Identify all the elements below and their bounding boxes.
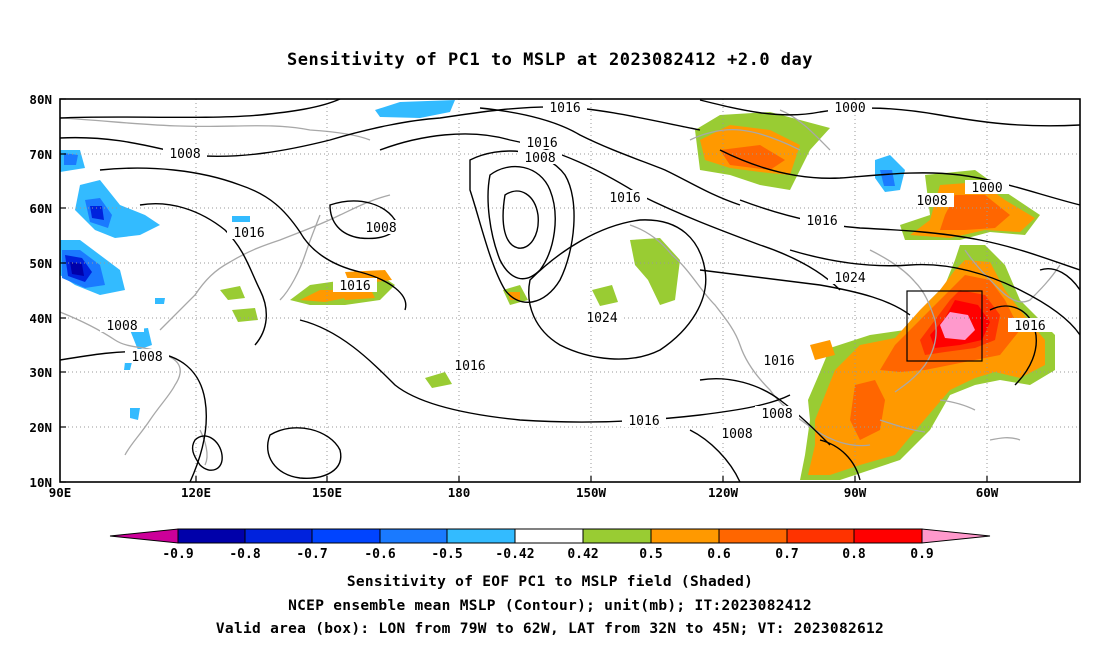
lon-label: 180 — [448, 485, 471, 500]
contour-label: 1024 — [834, 271, 865, 286]
colorbar-swatch — [853, 528, 923, 544]
colorbar-swatch — [582, 528, 652, 544]
contour-label: 1008 — [524, 151, 555, 166]
map-frame — [59, 98, 1081, 483]
colorbar-label: -0.6 — [364, 547, 395, 562]
colorbar-swatch — [650, 528, 720, 544]
contour-label: 1024 — [586, 311, 617, 326]
contour-label: 1000 — [971, 181, 1002, 196]
colorbar-label: 0.42 — [567, 547, 598, 562]
contour-label: 1000 — [834, 101, 865, 116]
lat-label: 30N — [29, 365, 52, 380]
lon-label: 90E — [49, 485, 72, 500]
colorbar-swatch — [109, 528, 179, 544]
contour-label: 1008 — [721, 427, 752, 442]
axis-ticks — [60, 98, 988, 483]
lat-label: 60N — [29, 201, 52, 216]
contour-label: 1008 — [365, 221, 396, 236]
colorbar-swatch — [446, 528, 516, 544]
lon-label: 150W — [576, 485, 607, 500]
contour-label: 1016 — [763, 354, 794, 369]
caption-shading: Sensitivity of EOF PC1 to MSLP field (Sh… — [346, 574, 754, 590]
contour-value-labels: 1016 1000 1016 1008 1008 1016 1008 1016 … — [100, 100, 1052, 442]
lon-label: 150E — [312, 485, 342, 500]
colorbar-swatch — [921, 528, 991, 544]
colorbar-label: -0.9 — [162, 547, 193, 562]
colorbar-label: -0.5 — [431, 547, 462, 562]
colorbar-swatch — [379, 528, 448, 544]
contour-label: 1008 — [916, 194, 947, 209]
contour-label: 1016 — [806, 214, 837, 229]
map-title: Sensitivity of PC1 to MSLP at 2023082412… — [286, 50, 813, 70]
lon-label: 120W — [708, 485, 739, 500]
colorbar-swatch — [311, 528, 381, 544]
colorbar-swatch — [177, 528, 246, 544]
colorbar-label: 0.9 — [910, 547, 933, 562]
colorbar-label: 0.8 — [842, 547, 866, 562]
sensitivity-shading — [60, 100, 1055, 480]
contour-label: 1016 — [526, 136, 557, 151]
contour-label: 1016 — [339, 279, 370, 294]
contour-label: 1016 — [454, 359, 485, 374]
colorbar-swatch — [244, 528, 313, 544]
contour-label: 1008 — [131, 350, 162, 365]
contour-label: 1016 — [1014, 319, 1045, 334]
colorbar-label: 0.7 — [775, 547, 798, 562]
contour-label: 1008 — [106, 319, 137, 334]
contour-label: 1008 — [169, 147, 200, 162]
longitude-labels: 90E 120E 150E 180 150W 120W 90W 60W — [49, 485, 999, 500]
contour-label: 1016 — [609, 191, 640, 206]
colorbar-label: -0.8 — [229, 547, 260, 562]
lat-label: 70N — [29, 147, 52, 162]
latitude-labels: 80N 70N 60N 50N 40N 30N 20N 10N — [29, 92, 52, 490]
contour-label: 1016 — [233, 226, 264, 241]
lon-label: 120E — [181, 485, 211, 500]
colorbar-label: -0.42 — [495, 547, 534, 562]
contour-label: 1016 — [549, 101, 580, 116]
lat-label: 20N — [29, 420, 52, 435]
contour-label: 1008 — [761, 407, 792, 422]
colorbar-swatch — [786, 528, 855, 544]
valid-area-box — [906, 290, 983, 362]
colorbar-label: 0.5 — [639, 547, 662, 562]
caption-valid-area: Valid area (box): LON from 79W to 62W, L… — [215, 621, 885, 637]
colorbar: -0.9 -0.8 -0.7 -0.6 -0.5 -0.42 0.42 0.5 … — [109, 528, 991, 562]
lat-label: 10N — [29, 475, 52, 490]
lat-label: 40N — [29, 311, 52, 326]
colorbar-swatch — [718, 528, 788, 544]
colorbar-label: -0.7 — [296, 547, 327, 562]
coastlines — [60, 109, 1061, 466]
lat-label: 80N — [29, 92, 52, 107]
lat-label: 50N — [29, 256, 52, 271]
lon-label: 60W — [976, 485, 999, 500]
lon-label: 90W — [844, 485, 867, 500]
colorbar-label: 0.6 — [707, 547, 731, 562]
caption-contour: NCEP ensemble mean MSLP (Contour); unit(… — [288, 598, 812, 614]
colorbar-swatch — [514, 528, 584, 544]
contour-label: 1016 — [628, 414, 659, 429]
mslp-contours — [60, 99, 1080, 482]
